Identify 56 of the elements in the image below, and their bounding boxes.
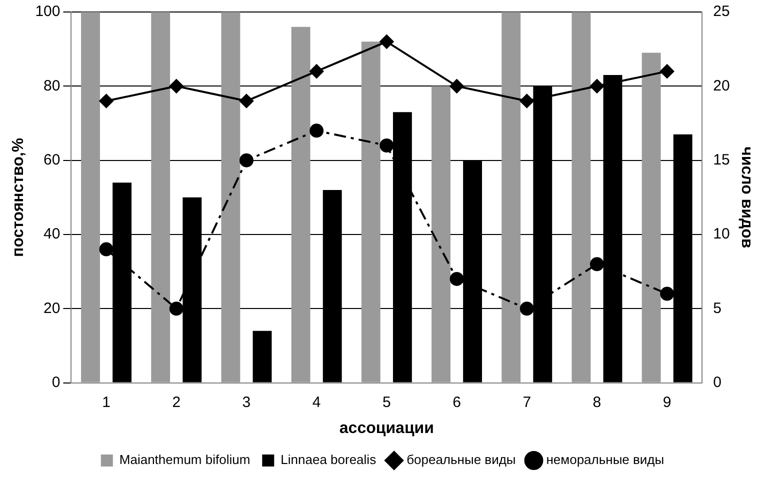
point — [660, 286, 674, 301]
y-tick-label: 60 — [44, 151, 60, 168]
y2-tick-label: 25 — [713, 3, 730, 20]
x-tick-label: 2 — [172, 394, 181, 411]
point — [99, 94, 114, 108]
x-tick-label: 5 — [382, 394, 391, 411]
bar — [502, 12, 521, 382]
point — [239, 94, 254, 108]
y2-tick-label: 0 — [713, 374, 722, 391]
point — [310, 64, 324, 78]
bar — [642, 52, 661, 382]
point — [660, 64, 674, 78]
y2-tick-label: 10 — [713, 226, 730, 243]
y-tick-label: 20 — [44, 300, 60, 317]
bar — [432, 86, 450, 382]
x-axis-title: ассоциации — [339, 420, 434, 437]
point — [520, 94, 534, 108]
point — [239, 153, 254, 168]
y-tick-label: 0 — [52, 374, 60, 391]
y2-axis-title: число видов — [738, 146, 755, 248]
point — [169, 79, 184, 94]
bar — [81, 12, 100, 382]
bar — [291, 26, 310, 382]
y2-tick-label: 20 — [713, 77, 730, 94]
point — [450, 79, 464, 94]
bar — [221, 12, 240, 382]
x-tick-label: 8 — [592, 394, 602, 411]
y2-tick-label: 15 — [713, 151, 730, 168]
legend-label: Maianthemum bifolium — [119, 452, 250, 468]
x-tick-label: 4 — [312, 394, 321, 411]
point — [99, 242, 114, 256]
x-tick-label: 1 — [102, 394, 110, 411]
y-tick-label: 40 — [44, 226, 60, 243]
legend-label: бореальные виды — [406, 452, 516, 468]
y-tick-label: 100 — [35, 3, 60, 20]
x-tick-label: 6 — [452, 394, 461, 411]
point — [310, 124, 324, 138]
point — [380, 138, 394, 152]
bar — [361, 42, 380, 382]
point — [520, 302, 534, 316]
bar — [572, 12, 591, 382]
y-tick-label: 80 — [44, 77, 60, 94]
bar — [151, 12, 170, 382]
y-axis-title: постоянство,% — [10, 138, 28, 257]
point — [450, 272, 464, 286]
legend-label: неморальные виды — [546, 452, 664, 468]
x-tick-label: 9 — [662, 394, 672, 411]
point — [380, 34, 394, 49]
x-tick-label: 7 — [522, 394, 532, 411]
legend-label: Linnaea borealis — [280, 452, 377, 468]
y2-tick-label: 5 — [713, 300, 722, 317]
x-tick-label: 3 — [242, 394, 251, 411]
point — [590, 257, 604, 272]
point — [590, 79, 604, 94]
point — [169, 302, 184, 316]
bar — [252, 330, 272, 382]
